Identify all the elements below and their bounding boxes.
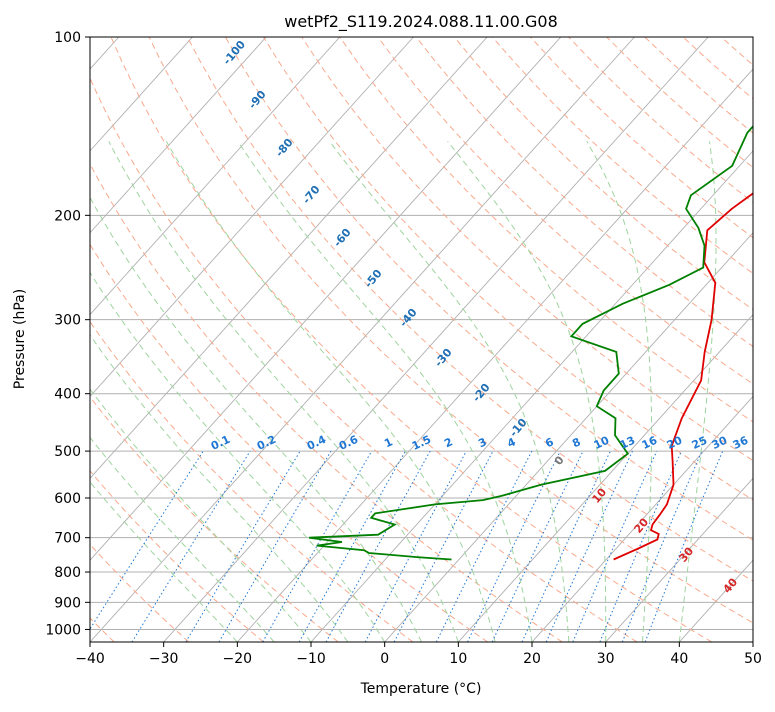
y-tick-label: 900 [54,595,81,611]
moist-adiabat-line [0,141,274,642]
mixing-ratio-line [622,451,702,642]
dry-adiabat-line [111,37,712,642]
isotherm-line [532,37,775,642]
mixing-ratio-label: 0.1 [209,433,232,453]
dry-adiabat-line [0,37,338,642]
dry-adiabat-line [569,37,775,642]
isotherm-line [16,37,561,642]
x-tick-label: −40 [75,651,105,667]
y-tick-label: 100 [54,30,81,46]
dry-adiabat-line [0,37,189,642]
dry-adiabat-line [0,37,263,642]
mixing-ratio-label: 13 [618,434,637,452]
moist-adiabat-line [330,141,569,642]
mixing-ratio-label: 8 [570,435,582,450]
mixing-ratio-line [132,451,250,642]
moist-adiabat-line [448,141,606,642]
dry-adiabat-label: 30 [676,544,696,564]
isotherm-line [164,37,709,642]
mixing-ratio-line [365,451,466,642]
dry-adiabat-line [454,37,775,642]
moist-adiabat-line [679,141,716,642]
isotherm-line [0,37,414,642]
x-tick-label: 40 [670,651,688,667]
mixing-ratio-line [299,451,405,642]
isotherm-line [0,37,266,642]
background-lines [0,37,775,642]
moist-adiabat-line [0,141,348,642]
mixing-ratio-line [186,451,300,642]
dry-adiabat-label: -80 [273,136,296,160]
x-axis: −40 −30 −20 −10 0 10 20 30 40 50 [75,642,762,667]
dry-adiabat-line [416,37,775,642]
mixing-ratio-line [468,451,561,642]
dry-adiabat-line [264,37,775,642]
dry-adiabat-line [683,37,775,642]
x-tick-label: 0 [380,651,389,667]
mixing-ratio-line [326,451,430,642]
mixing-ratio-label: 1.5 [410,433,433,453]
dry-adiabat-label: 0 [552,453,567,467]
dry-adiabat-line [378,37,775,642]
dry-adiabat-label: -20 [470,381,493,405]
isotherm-line [0,37,487,642]
x-tick-label: −10 [296,651,326,667]
x-tick-label: −30 [149,651,179,667]
dry-adiabat-line [0,37,488,642]
x-tick-label: −20 [223,651,253,667]
dry-adiabat-label: 20 [631,515,651,535]
isotherm-line [753,37,775,642]
mixing-ratio-line [492,451,583,642]
x-tick-label: 20 [523,651,541,667]
y-tick-label: 300 [54,313,81,329]
mixing-ratio-label: 25 [690,434,709,452]
y-tick-label: 500 [54,444,81,460]
isotherm-line [90,37,635,642]
moist-adiabat-line [0,141,311,642]
isotherm-line [458,37,775,642]
dry-adiabat-line [721,37,775,642]
x-tick-label: 10 [449,651,467,667]
y-tick-label: 600 [54,491,81,507]
dry-adiabat-line [645,37,775,642]
moist-adiabat-line [587,141,652,642]
sounding-lines [309,37,775,560]
dry-adiabat-label: -100 [220,38,248,68]
mixing-ratio-label: 30 [710,434,730,452]
moist-adiabat-line [109,141,459,642]
x-tick-label: 30 [597,651,615,667]
dry-adiabat-label: -40 [397,306,420,330]
dry-adiabat-label: -90 [246,88,269,112]
y-axis-title: Pressure (hPa) [12,289,28,389]
mixing-ratio-label: 16 [640,434,660,452]
x-tick-label: 50 [744,651,762,667]
mixing-ratio-label: 20 [665,434,685,452]
mixing-ratio-label: 0.4 [305,433,328,453]
dry-adiabat-line [530,37,775,642]
x-axis-title: Temperature (°C) [360,681,482,697]
y-axis: 100 200 300 400 500 600 700 800 900 1000 [45,30,90,638]
dry-adiabat-label: -60 [331,226,354,250]
series-line-1 [309,37,775,560]
mixing-ratio-label: 1 [382,435,394,450]
y-tick-label: 400 [54,387,81,403]
dry-adiabat-line [0,37,413,642]
moist-adiabat-line [0,141,237,642]
y-tick-label: 700 [54,531,81,547]
mixing-ratio-label: 0.2 [255,433,278,453]
dry-adiabat-label: -70 [300,183,323,207]
y-tick-label: 1000 [45,622,81,638]
mixing-ratio-label: 0.6 [337,433,360,453]
chart-title: wetPf2_S119.2024.088.11.00.G08 [284,12,558,32]
isopleth-labels: -100-90-80-70-60-50-40-30-20-10010203040… [209,38,751,596]
mixing-ratio-label: 6 [543,435,556,450]
y-tick-label: 800 [54,565,81,581]
mixing-ratio-label: 2 [442,435,454,450]
mixing-ratio-label: 36 [731,434,751,452]
isotherm-line [311,37,775,642]
y-tick-label: 200 [54,208,81,224]
dry-adiabat-label: -50 [362,267,385,291]
mixing-ratio-label: 10 [592,434,612,452]
